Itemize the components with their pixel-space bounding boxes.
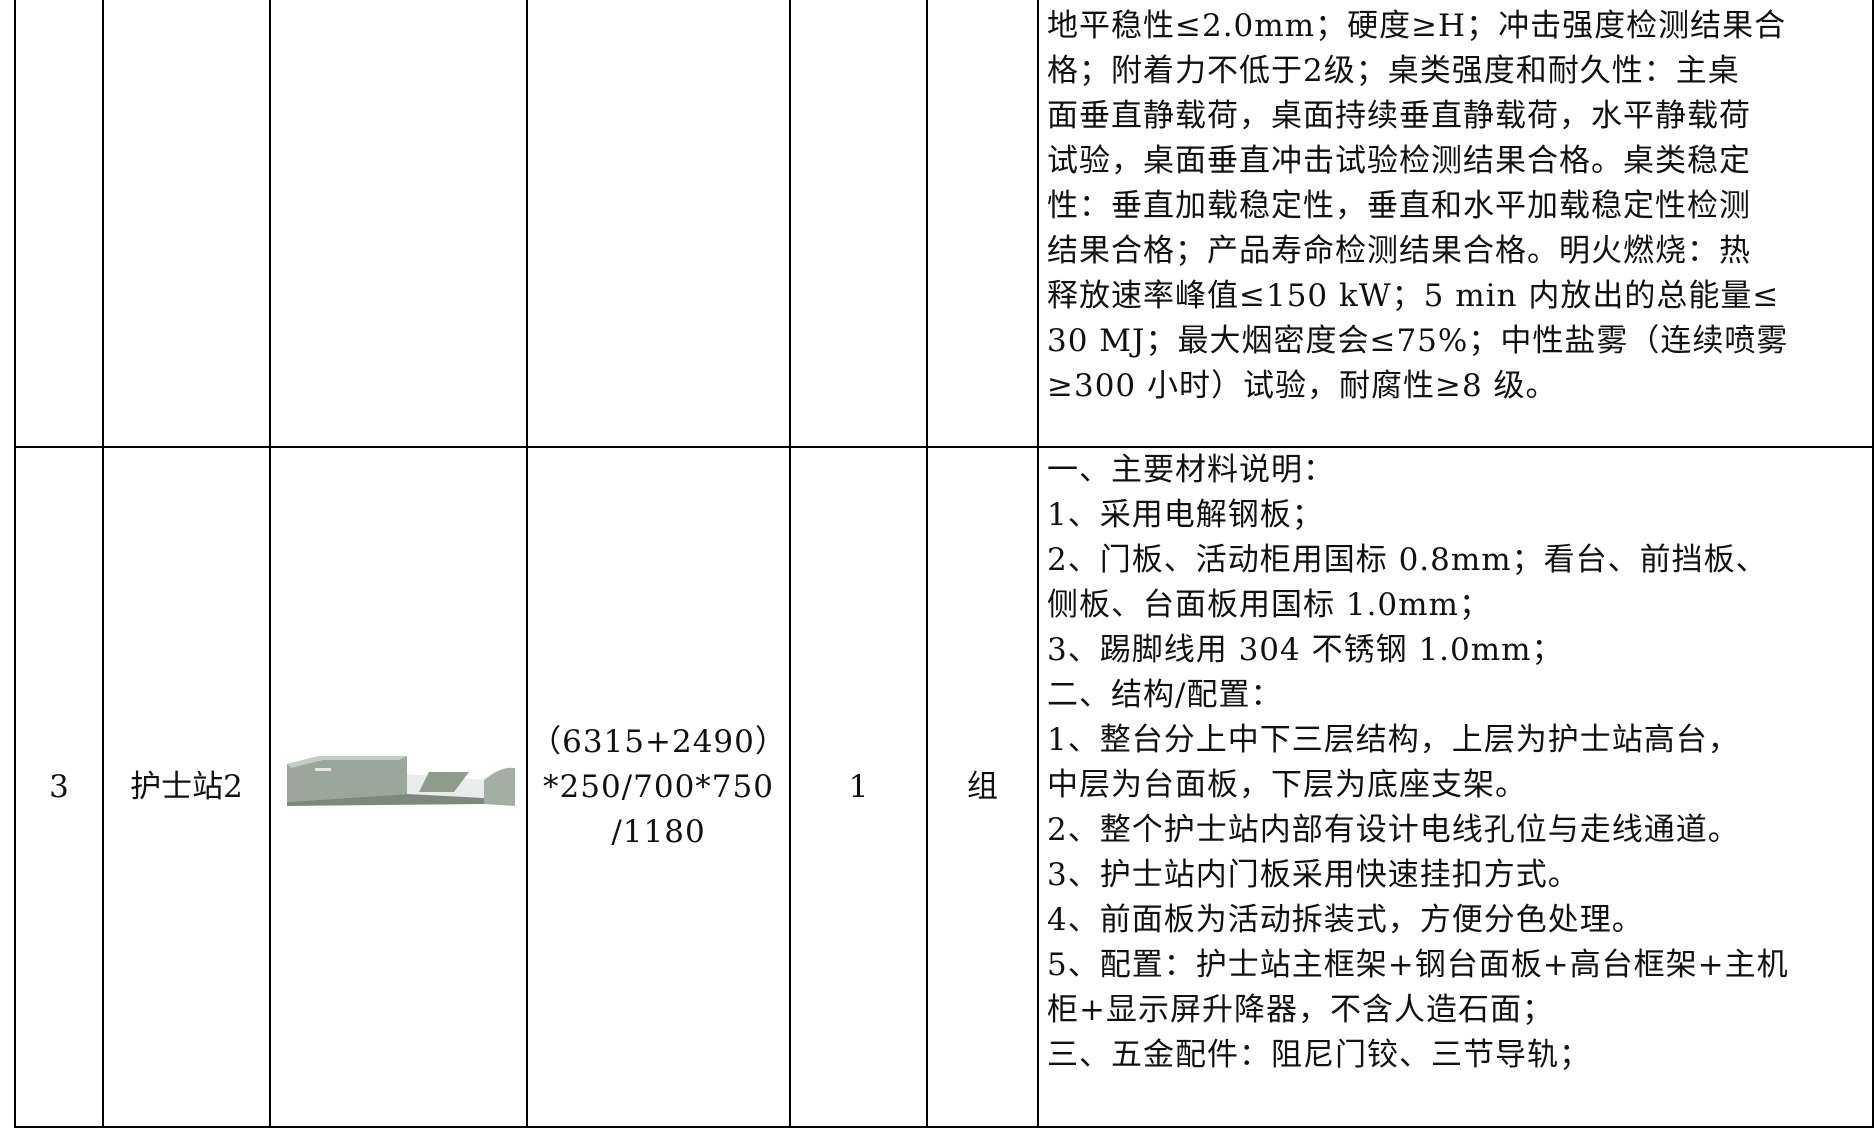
- cell: [102, 0, 271, 448]
- text-line: 试验，桌面垂直冲击试验检测结果合格。桌类稳定: [1047, 143, 1751, 179]
- text-line: 一、主要材料说明：: [1047, 452, 1335, 488]
- text-line: 1、采用电解钢板；: [1047, 497, 1324, 533]
- product-image-cell: [269, 446, 528, 1128]
- cell: [14, 0, 104, 448]
- text-line: 30 MJ；最大烟密度会≤75%；中性盐雾（连续喷雾: [1047, 323, 1789, 359]
- text-line: 侧板、台面板用国标 1.0mm；: [1047, 587, 1491, 623]
- text-line: 结果合格；产品寿命检测结果合格。明火燃烧：热: [1047, 233, 1751, 269]
- text-line: 格；附着力不低于2级；桌类强度和耐久性：主桌: [1047, 53, 1740, 89]
- text-line: 性：垂直加载稳定性，垂直和水平加载稳定性检测: [1047, 188, 1751, 224]
- text-line: 中层为台面板，下层为底座支架。: [1047, 767, 1527, 803]
- text-line: 三、五金配件：阻尼门铰、三节导轨；: [1047, 1037, 1591, 1073]
- product-name: 护士站2: [102, 446, 271, 1128]
- text-line: 二、结构/配置：: [1047, 677, 1283, 713]
- row-number: 3: [14, 446, 104, 1128]
- table-row: 3 护士站2 （6315+2490） *250/700*750/1180 1 组 …: [14, 446, 1874, 1128]
- text-line: 2、整个护士站内部有设计电线孔位与走线通道。: [1047, 812, 1740, 848]
- cell: [526, 0, 791, 448]
- spec-cell: 地平稳性≤2.0mm；硬度≥H；冲击强度检测结果合 格；附着力不低于2级；桌类强度…: [1037, 0, 1874, 448]
- text-line: 4、前面板为活动拆装式，方便分色处理。: [1047, 902, 1644, 938]
- product-image: [286, 755, 515, 806]
- cell: [789, 0, 928, 448]
- text-line: 地平稳性≤2.0mm；硬度≥H；冲击强度检测结果合: [1047, 8, 1787, 44]
- text-line: 2、门板、活动柜用国标 0.8mm；看台、前挡板、: [1047, 542, 1768, 578]
- text-line: 5、配置：护士站主框架+钢台面板+高台框架+主机: [1047, 947, 1789, 983]
- unit: 组: [926, 446, 1039, 1128]
- quantity: 1: [789, 446, 928, 1128]
- table-row: 地平稳性≤2.0mm；硬度≥H；冲击强度检测结果合 格；附着力不低于2级；桌类强度…: [14, 0, 1874, 448]
- spec-cell: 一、主要材料说明： 1、采用电解钢板； 2、门板、活动柜用国标 0.8mm；看台、前…: [1037, 446, 1874, 1128]
- text-line: /1180: [611, 813, 706, 850]
- text-line: 释放速率峰值≤150 kW；5 min 内放出的总能量≤: [1047, 278, 1780, 314]
- text-line: 柜+显示屏升降器，不含人造石面；: [1047, 992, 1554, 1028]
- text-line: 面垂直静载荷，桌面持续垂直静载荷，水平静载荷: [1047, 98, 1751, 134]
- text-line: （6315+2490）: [530, 723, 787, 760]
- size-cell: （6315+2490） *250/700*750/1180: [526, 446, 791, 1128]
- text-line: 1、整台分上中下三层结构，上层为护士站高台，: [1047, 722, 1740, 758]
- cell: [269, 0, 528, 448]
- text-line: 3、踢脚线用 304 不锈钢 1.0mm；: [1047, 632, 1564, 668]
- text-line: 3、护士站内门板采用快速挂扣方式。: [1047, 857, 1580, 893]
- cell: [926, 0, 1039, 448]
- text-line: *250/700*750: [543, 768, 774, 805]
- spec-table: 地平稳性≤2.0mm；硬度≥H；冲击强度检测结果合 格；附着力不低于2级；桌类强度…: [14, 0, 1874, 1128]
- text-line: ≥300 小时）试验，耐腐性≥8 级。: [1047, 368, 1558, 404]
